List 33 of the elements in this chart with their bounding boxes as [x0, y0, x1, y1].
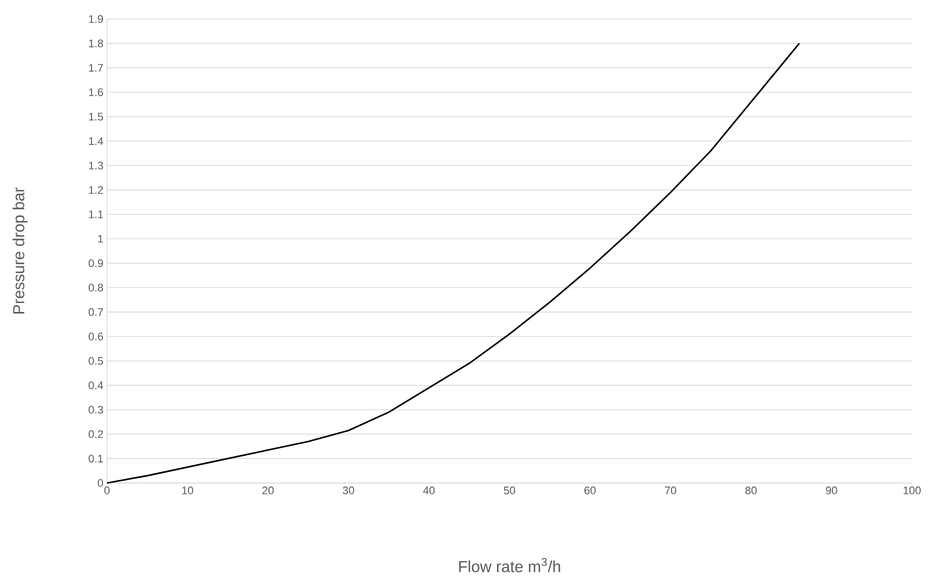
x-tick-label: 10	[182, 486, 194, 494]
y-tick-label: 0.8	[88, 284, 103, 292]
y-tick-label: 0.9	[88, 259, 103, 268]
x-tick-label: 70	[664, 486, 676, 494]
y-tick-label: 1	[98, 235, 103, 243]
y-tick-label: 0.3	[88, 406, 103, 414]
y-tick-label: 0.2	[88, 430, 103, 438]
y-tick-label: 1.5	[89, 112, 104, 121]
y-tick-label: 1.9	[89, 15, 103, 23]
x-tick-label: 0	[104, 486, 110, 494]
y-tick-label: 0.7	[88, 308, 103, 316]
y-tick-label: 1.2	[89, 186, 103, 194]
y-tick-label: 0.1	[88, 454, 103, 462]
y-tick-label: 0.6	[88, 332, 103, 340]
x-tick-label: 60	[584, 486, 596, 494]
x-tick-label: 30	[342, 486, 354, 494]
y-tick-label: 1.4	[89, 137, 104, 145]
y-tick-label: 0.4	[88, 381, 104, 390]
y-tick-label: 1.7	[89, 64, 103, 72]
y-tick-label: 1.3	[89, 162, 103, 170]
x-tick-label: 50	[504, 486, 516, 494]
y-tick-label: 1.1	[89, 210, 103, 218]
y-tick-label: 1.6	[89, 88, 103, 96]
x-tick-label: 100	[904, 486, 921, 494]
x-tick-label: 80	[745, 486, 757, 494]
x-axis-title: Flow rate m$^{3}$/h	[459, 558, 560, 572]
y-axis-title: Pressure drop bar	[12, 187, 28, 314]
y-tick-label: 1.8	[89, 40, 103, 48]
y-tick-label: 0	[98, 479, 104, 487]
y-tick-label: 0.5	[88, 357, 104, 365]
x-tick-label: 40	[423, 486, 435, 494]
x-tick-label: 20	[262, 486, 274, 494]
x-tick-label: 90	[826, 486, 838, 494]
